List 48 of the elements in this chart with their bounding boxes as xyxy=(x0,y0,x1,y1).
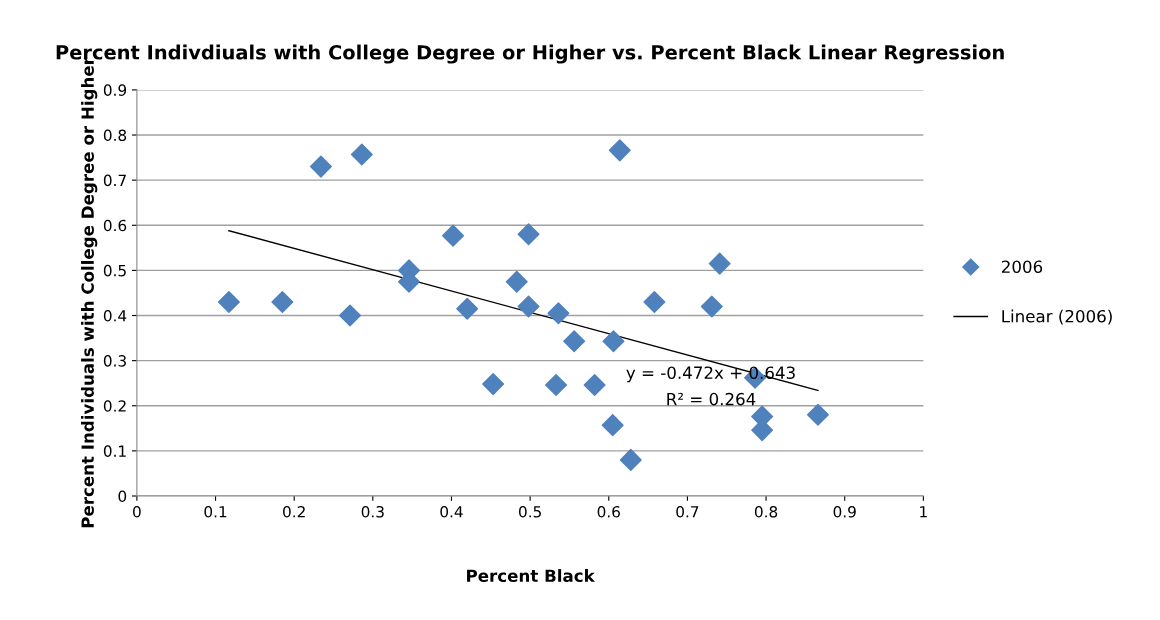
point xyxy=(545,374,568,396)
x-axis-title: Percent Black xyxy=(467,569,596,583)
point xyxy=(482,373,505,396)
y-tick-label: 0.9 xyxy=(103,84,127,96)
x-tick-label: 0.9 xyxy=(833,505,856,518)
y-tick-label: 0.6 xyxy=(103,219,127,232)
y-tick-label: 0.1 xyxy=(103,445,126,457)
x-tick-label: 1 xyxy=(920,506,927,518)
y-tick-label: 0.5 xyxy=(103,264,126,277)
point xyxy=(806,403,829,426)
legend-label: Linear (2006) xyxy=(1002,309,1112,325)
point xyxy=(505,270,528,293)
point xyxy=(517,223,540,246)
point xyxy=(217,290,240,313)
point xyxy=(619,448,642,471)
x-tick-label: 0.3 xyxy=(361,505,384,518)
point xyxy=(608,139,631,162)
y-tick-label: 0.4 xyxy=(103,309,127,322)
point xyxy=(547,302,570,325)
point xyxy=(601,414,624,437)
x-tick-label: 0.4 xyxy=(440,505,463,518)
point xyxy=(339,304,362,327)
point xyxy=(271,290,294,313)
x-tick-label: 0.5 xyxy=(518,505,541,518)
point xyxy=(517,295,540,318)
point xyxy=(563,330,586,353)
x-tick-label: 0.2 xyxy=(283,505,305,518)
point xyxy=(643,290,666,313)
point xyxy=(583,374,606,396)
y-tick-label: 0.3 xyxy=(103,355,126,367)
x-tick-label: 0.1 xyxy=(204,505,227,518)
point xyxy=(602,330,625,353)
y-tick-label: 0.7 xyxy=(103,174,126,187)
y-tick-label: 0.2 xyxy=(103,400,126,412)
annotation: R² = 0.264 xyxy=(667,392,756,406)
point xyxy=(456,297,479,320)
point xyxy=(708,252,731,275)
point xyxy=(442,224,465,247)
x-tick-label: 0 xyxy=(133,505,141,518)
x-tick-label: 0.6 xyxy=(597,505,620,518)
y-tick-label: 0.8 xyxy=(103,129,127,142)
point xyxy=(700,295,723,318)
x-tick-label: 0.7 xyxy=(676,505,699,518)
point xyxy=(309,155,332,178)
x-tick-label: 0.8 xyxy=(754,505,778,518)
legend-label: 2006 xyxy=(1001,260,1043,274)
y-tick-label: 0 xyxy=(118,490,127,503)
point xyxy=(350,143,373,166)
